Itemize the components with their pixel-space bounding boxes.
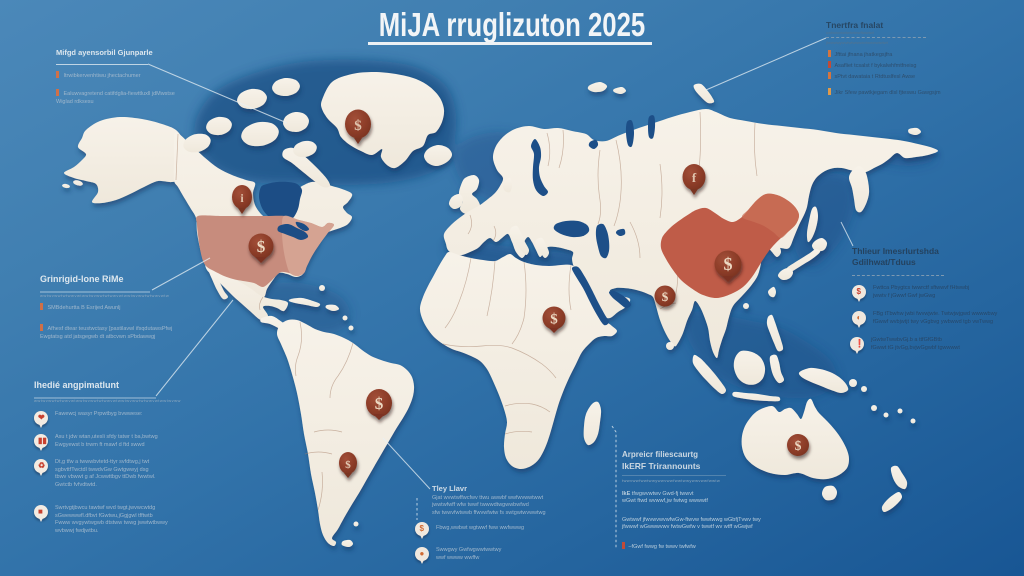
svg-text:$: $ <box>550 312 558 328</box>
svg-text:$: $ <box>354 118 362 134</box>
svg-text:$: $ <box>662 289 669 304</box>
svg-text:$: $ <box>795 438 802 453</box>
svg-text:i: i <box>240 191 244 205</box>
svg-text:$: $ <box>345 459 351 471</box>
svg-text:$: $ <box>724 254 733 274</box>
svg-text:$: $ <box>257 237 266 256</box>
svg-text:f: f <box>692 170 697 185</box>
svg-text:$: $ <box>375 394 384 413</box>
